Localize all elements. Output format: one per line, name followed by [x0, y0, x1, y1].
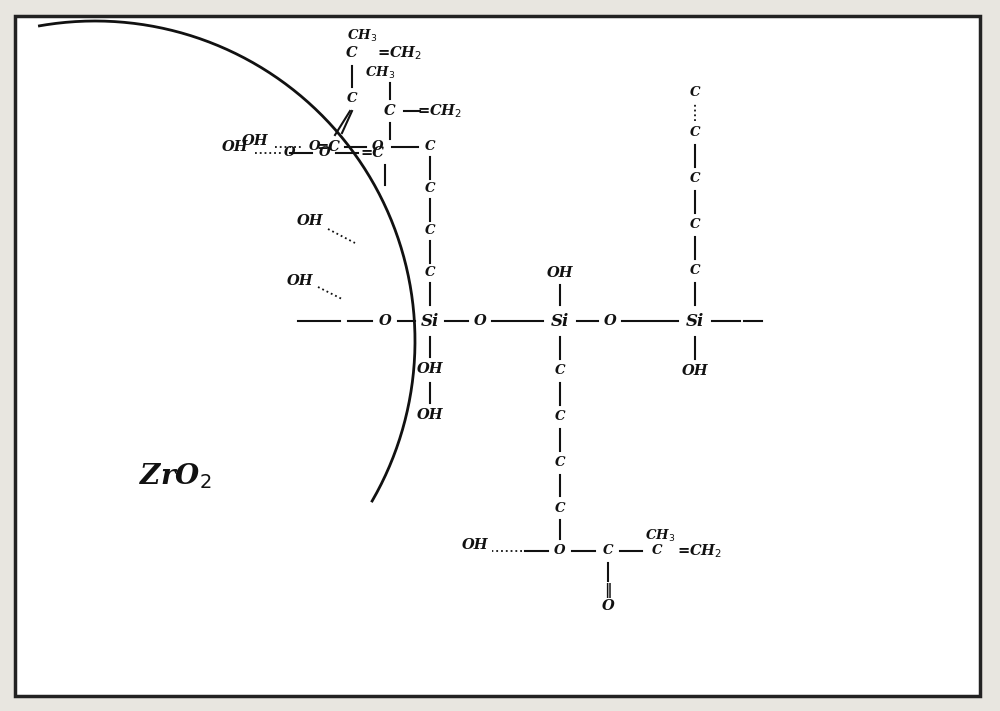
Text: O: O [602, 599, 614, 613]
Text: CH$_3$: CH$_3$ [645, 528, 675, 544]
Text: =CH$_2$: =CH$_2$ [417, 102, 463, 120]
Text: Si: Si [551, 313, 569, 329]
Text: =CH$_2$: =CH$_2$ [377, 44, 423, 62]
Text: C: C [425, 225, 435, 237]
Text: OH: OH [462, 538, 488, 552]
Text: Si: Si [686, 313, 704, 329]
Text: O: O [284, 146, 296, 159]
Text: O: O [474, 314, 486, 328]
Text: =C: =C [316, 140, 340, 154]
Text: O: O [309, 141, 321, 154]
Text: O: O [554, 545, 566, 557]
Text: OH: OH [682, 364, 708, 378]
Text: C: C [603, 545, 613, 557]
Text: CH$_3$: CH$_3$ [347, 28, 377, 44]
Text: C: C [384, 104, 396, 118]
Text: OH: OH [297, 214, 323, 228]
Text: C: C [555, 410, 565, 424]
Text: CH$_3$: CH$_3$ [365, 65, 395, 81]
Text: ‖: ‖ [604, 584, 612, 599]
Text: O: O [319, 146, 331, 159]
Text: C: C [555, 365, 565, 378]
Text: C: C [425, 267, 435, 279]
Text: C: C [652, 545, 662, 557]
Text: C: C [690, 173, 700, 186]
Text: C: C [555, 501, 565, 515]
Text: C: C [690, 87, 700, 100]
Text: O: O [372, 141, 384, 154]
Text: =CH$_2$: =CH$_2$ [677, 542, 723, 560]
Text: =C: =C [360, 146, 384, 160]
Text: C: C [425, 183, 435, 196]
Text: C: C [347, 92, 357, 105]
Text: Si: Si [421, 313, 439, 329]
Text: C: C [346, 46, 358, 60]
Text: C: C [555, 456, 565, 469]
Text: C: C [690, 264, 700, 277]
Text: OH: OH [287, 274, 313, 288]
Text: OH: OH [417, 362, 443, 376]
Text: C: C [690, 218, 700, 232]
Text: C: C [690, 127, 700, 139]
FancyBboxPatch shape [15, 16, 980, 696]
Text: OH: OH [547, 266, 573, 280]
Text: OH: OH [222, 140, 248, 154]
Text: OH: OH [417, 408, 443, 422]
Text: ZrO$_2$: ZrO$_2$ [139, 461, 211, 491]
Text: C: C [425, 141, 435, 154]
Text: O: O [379, 314, 391, 328]
Text: OH: OH [242, 134, 268, 148]
Text: O: O [604, 314, 616, 328]
